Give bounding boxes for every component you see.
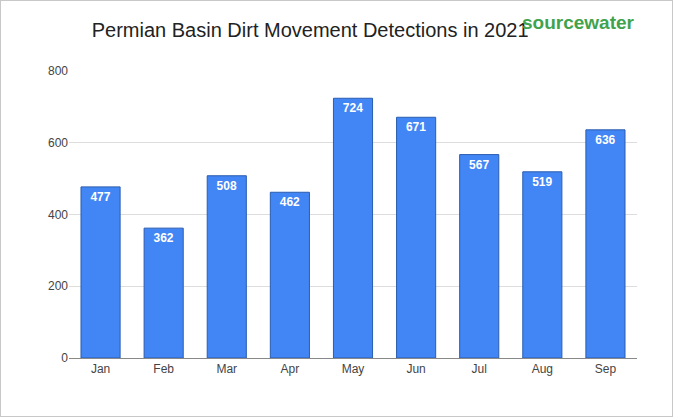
svg-text:Mar: Mar [216, 362, 237, 376]
svg-text:0: 0 [61, 351, 68, 365]
svg-text:sourcewater: sourcewater [522, 12, 635, 33]
svg-text:671: 671 [406, 120, 426, 134]
svg-text:600: 600 [48, 136, 68, 150]
svg-text:Feb: Feb [153, 362, 174, 376]
svg-text:Permian Basin Dirt Movement De: Permian Basin Dirt Movement Detections i… [92, 19, 529, 41]
svg-text:636: 636 [595, 133, 615, 147]
svg-text:Jan: Jan [91, 362, 110, 376]
svg-text:462: 462 [280, 195, 300, 209]
svg-text:508: 508 [217, 179, 237, 193]
svg-text:724: 724 [343, 101, 363, 115]
svg-text:800: 800 [48, 64, 68, 78]
svg-text:400: 400 [48, 208, 68, 222]
svg-text:477: 477 [90, 190, 110, 204]
svg-text:May: May [342, 362, 365, 376]
svg-text:Apr: Apr [281, 362, 300, 376]
svg-text:Aug: Aug [532, 362, 553, 376]
svg-text:Jul: Jul [472, 362, 487, 376]
svg-text:200: 200 [48, 279, 68, 293]
svg-text:519: 519 [532, 175, 552, 189]
svg-text:Sep: Sep [595, 362, 617, 376]
svg-text:Jun: Jun [406, 362, 425, 376]
svg-text:362: 362 [153, 231, 173, 245]
svg-text:567: 567 [469, 158, 489, 172]
